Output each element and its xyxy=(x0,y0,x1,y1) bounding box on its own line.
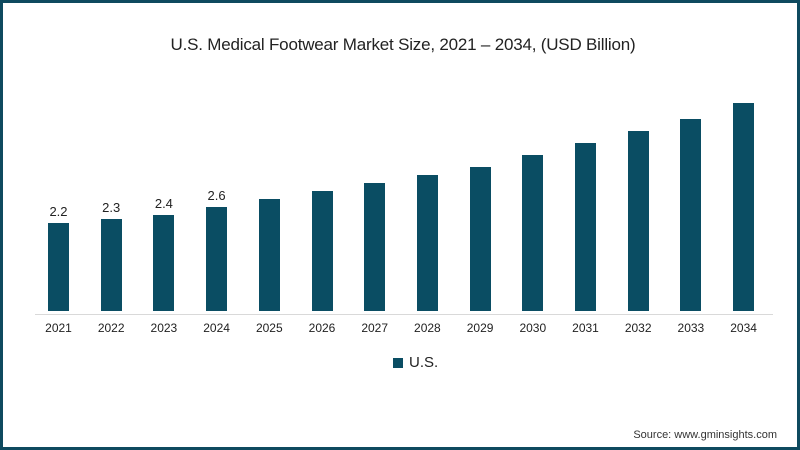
bar-2030 xyxy=(522,155,544,311)
x-tick-label: 2025 xyxy=(255,321,283,335)
bar-2031 xyxy=(575,143,596,311)
bar-2023 xyxy=(153,215,175,311)
x-tick-label: 2024 xyxy=(203,321,230,335)
x-tick-label: 2030 xyxy=(519,321,547,335)
x-tick-label: 2032 xyxy=(624,321,652,335)
bar-value-label: 2.2 xyxy=(49,204,68,219)
x-axis-line xyxy=(35,314,773,315)
x-tick-label: 2031 xyxy=(572,321,599,335)
chart-title: U.S. Medical Footwear Market Size, 2021 … xyxy=(170,35,636,54)
legend-swatch-icon xyxy=(393,357,403,368)
bar-value-label: 2.3 xyxy=(102,200,121,215)
x-tick-label: 2027 xyxy=(361,321,389,335)
source-note: Source: www.gminsights.com xyxy=(633,429,777,441)
bar-2029 xyxy=(469,167,491,311)
x-tick-label: 2026 xyxy=(308,321,336,335)
bar-2032 xyxy=(627,131,649,311)
x-tick-label: 2033 xyxy=(677,321,705,335)
x-tick-label: 2028 xyxy=(414,321,441,335)
bar-2026 xyxy=(311,191,333,311)
legend-label: U.S. xyxy=(409,354,439,371)
bar-2033 xyxy=(680,119,702,311)
x-tick-label: 2034 xyxy=(730,321,757,335)
bar-2034 xyxy=(733,103,755,311)
x-tick-label: 2021 xyxy=(45,321,72,335)
bar-2024 xyxy=(206,207,228,311)
bar-2021 xyxy=(48,223,69,311)
bar-2022 xyxy=(100,219,122,311)
bar-2027 xyxy=(364,183,386,311)
x-tick-label: 2023 xyxy=(150,321,178,335)
legend: U.S. xyxy=(393,354,438,371)
x-tick-label: 2022 xyxy=(97,321,125,335)
bar-value-label: 2.6 xyxy=(207,188,226,203)
bar-value-label: 2.4 xyxy=(154,196,173,211)
bar-2028 xyxy=(416,175,438,311)
x-tick-label: 2029 xyxy=(466,321,494,335)
bar-2025 xyxy=(258,199,280,311)
